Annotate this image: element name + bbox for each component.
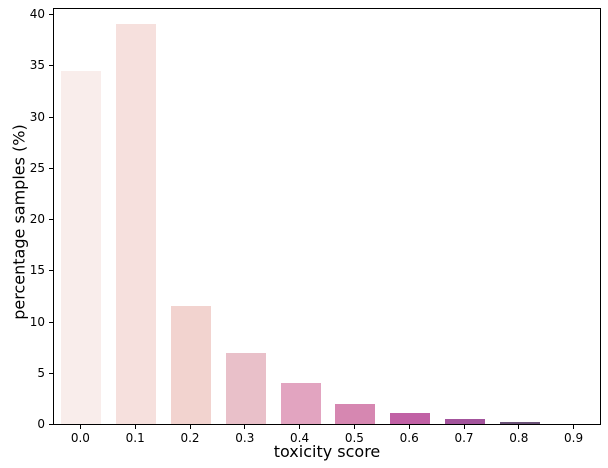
bar-0.4 bbox=[280, 383, 321, 424]
y-tick-mark bbox=[49, 116, 53, 118]
y-tick-mark bbox=[49, 372, 53, 374]
x-tick-label: 0.4 bbox=[290, 431, 310, 445]
x-tick-label: 0.7 bbox=[454, 431, 474, 445]
y-tick-mark bbox=[49, 65, 53, 67]
y-tick-label: 0 bbox=[37, 417, 45, 431]
x-axis-label: toxicity score bbox=[273, 442, 381, 461]
x-tick-mark bbox=[79, 425, 81, 429]
x-tick-label: 0.9 bbox=[564, 431, 584, 445]
x-tick-mark bbox=[134, 425, 136, 429]
bar-0.8 bbox=[499, 422, 540, 424]
y-tick-label: 20 bbox=[29, 212, 45, 227]
y-tick-mark bbox=[49, 321, 53, 323]
x-tick-mark bbox=[244, 425, 246, 429]
y-tick-label: 40 bbox=[29, 7, 45, 22]
bar-0.3 bbox=[225, 353, 266, 424]
x-tick-mark bbox=[189, 425, 191, 429]
x-tick-label: 0.6 bbox=[399, 431, 419, 445]
y-tick-label: 15 bbox=[29, 263, 45, 278]
bar-0.5 bbox=[335, 404, 376, 424]
bar-0.2 bbox=[171, 306, 211, 424]
x-tick-mark bbox=[408, 425, 410, 429]
x-tick-label: 0.1 bbox=[125, 431, 145, 445]
x-tick-label: 0.2 bbox=[180, 431, 200, 445]
bar-0.0 bbox=[61, 71, 102, 424]
y-tick-label: 30 bbox=[29, 109, 45, 124]
x-tick-mark bbox=[573, 425, 575, 429]
y-tick-mark bbox=[49, 219, 53, 221]
bar-0.6 bbox=[390, 413, 431, 424]
x-tick-label: 0.0 bbox=[70, 431, 90, 445]
y-tick-label: 35 bbox=[29, 58, 45, 73]
y-tick-mark bbox=[49, 167, 53, 169]
bar-0.7 bbox=[445, 419, 485, 424]
y-tick-mark bbox=[49, 14, 53, 16]
x-tick-label: 0.3 bbox=[235, 431, 255, 445]
y-tick-label: 5 bbox=[37, 365, 45, 380]
y-tick-mark bbox=[49, 424, 53, 425]
x-tick-mark bbox=[518, 425, 520, 429]
y-tick-mark bbox=[49, 270, 53, 272]
x-tick-label: 0.5 bbox=[344, 431, 364, 445]
plot-area bbox=[53, 8, 601, 425]
y-tick-label: 10 bbox=[29, 314, 45, 329]
bar-0.1 bbox=[116, 24, 157, 424]
x-tick-mark bbox=[299, 425, 301, 429]
x-tick-mark bbox=[463, 425, 465, 429]
x-tick-mark bbox=[353, 425, 355, 429]
x-tick-label: 0.8 bbox=[509, 431, 529, 445]
y-tick-label: 25 bbox=[29, 160, 45, 175]
